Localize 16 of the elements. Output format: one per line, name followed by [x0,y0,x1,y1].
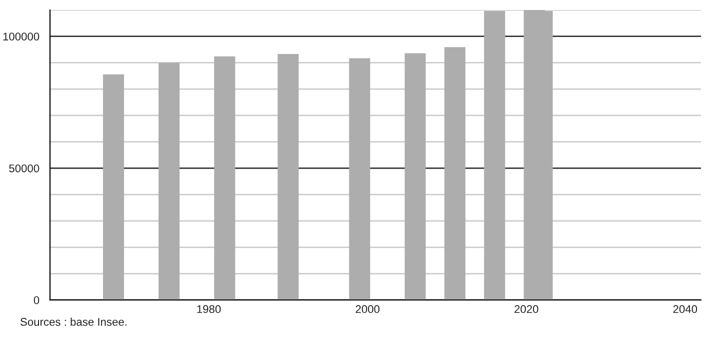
bar [349,58,370,300]
bar [444,47,466,300]
y-tick-label: 100000 [3,32,40,40]
bar [214,56,236,300]
x-tick-label: 2020 [514,305,538,314]
y-tick-label: 0 [34,296,40,304]
bar [102,74,124,300]
source-note: Sources : base Insee. [20,318,126,326]
x-tick-label: 2040 [673,305,698,314]
bar [158,62,180,300]
bar [484,11,506,300]
y-tick-label: 50000 [9,164,40,172]
bar [404,53,426,300]
x-tick-label: 1980 [197,305,221,314]
bar [278,54,299,300]
x-tick-label: 2000 [356,305,380,314]
